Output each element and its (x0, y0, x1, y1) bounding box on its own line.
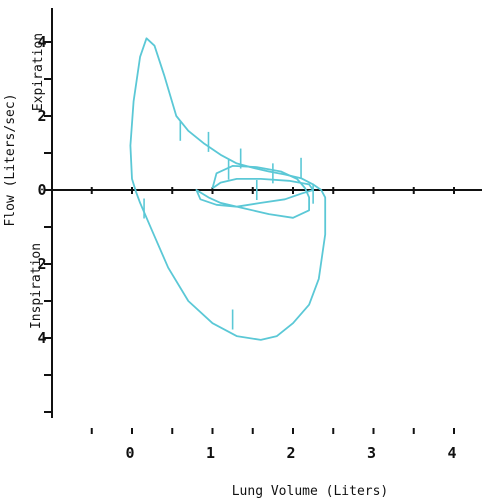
x-axis-title: Lung Volume (Liters) (232, 484, 389, 499)
y-axis-upper-title: Expiration (31, 33, 46, 111)
tick-labels: 4 2 0 2 4 0 1 2 3 4 (37, 33, 456, 462)
axes (51, 8, 482, 418)
x-tick-label: 1 (206, 444, 215, 462)
y-axis-lower-title: Inspiration (29, 243, 44, 329)
x-tick-label: 0 (125, 444, 134, 462)
y-tick-label: 2 (37, 255, 46, 273)
y-tick-label: 0 (37, 181, 46, 199)
x-tick-label: 4 (447, 444, 456, 462)
tick-marks (44, 41, 455, 434)
series-line (195, 165, 314, 219)
y-axis-title: Flow (Liters/sec) (3, 93, 18, 226)
x-tick-label: 2 (286, 444, 295, 462)
marker-ticks (143, 120, 314, 330)
data-series (129, 37, 327, 341)
y-tick-label: 4 (37, 33, 46, 51)
y-tick-label: 2 (37, 107, 46, 125)
x-tick-label: 3 (367, 444, 376, 462)
series-line (129, 37, 327, 341)
y-tick-label: 4 (37, 329, 46, 347)
